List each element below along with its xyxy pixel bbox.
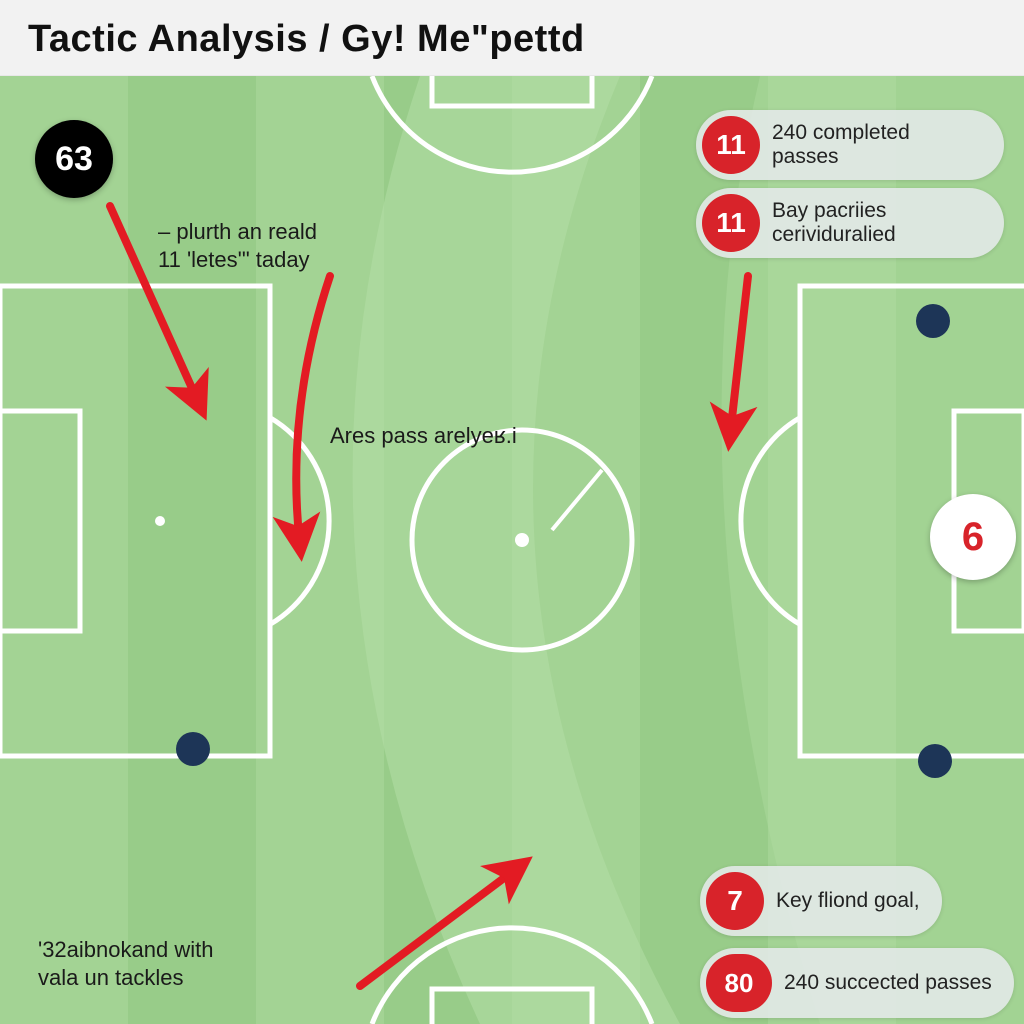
stat-label: 240 succected passes	[784, 971, 992, 995]
header-bar: Tactic Analysis / Gy! Me"pettd	[0, 0, 1024, 76]
stat-label: 240 completed passes	[772, 121, 982, 169]
stat-number: 80	[706, 954, 772, 1012]
stat-number: 7	[706, 872, 764, 930]
anno-1: – plurth an reald 11 'letes'" taday	[158, 218, 317, 273]
anno-3: '32aibnokand with vala un tackles	[38, 936, 213, 991]
page-title: Tactic Analysis / Gy! Me"pettd	[28, 18, 996, 61]
player-dot	[918, 744, 952, 778]
stat-2: 11Bay pacriies cerividuralied	[696, 188, 1004, 258]
stat-3: 7 Key fliond goal,	[700, 866, 942, 936]
stat-label: Key fliond goal,	[776, 889, 920, 913]
badge-63: 63	[35, 120, 113, 198]
stat-label: Bay pacriies cerividuralied	[772, 199, 982, 247]
stat-4: 80 240 succected passes	[700, 948, 1014, 1018]
player-dot	[916, 304, 950, 338]
badge-6: 6	[930, 494, 1016, 580]
stat-1: 11240 completed passes	[696, 110, 1004, 180]
anno-2: Ares pass arelyeʁ.i	[330, 422, 517, 450]
pitch-diagram: 63611240 completed passes11Bay pacriies …	[0, 76, 1024, 1024]
stat-number: 11	[702, 116, 760, 174]
player-dot	[176, 732, 210, 766]
stat-number: 11	[702, 194, 760, 252]
